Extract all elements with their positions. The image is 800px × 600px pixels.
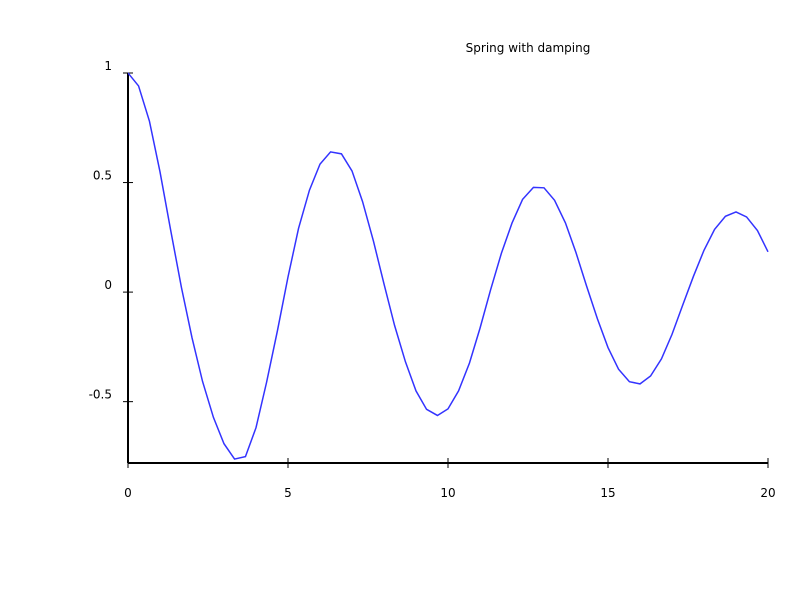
series-group xyxy=(128,72,769,460)
x-tick-label: 15 xyxy=(600,486,615,500)
x-tick-label: 10 xyxy=(440,486,455,500)
axes: 0 5 10 15 20 1 0.5 0 -0.5 xyxy=(89,59,776,500)
x-tick-label: 20 xyxy=(760,486,775,500)
series-line xyxy=(128,72,769,460)
y-tick-label: 1 xyxy=(104,59,112,73)
x-tick-label: 0 xyxy=(124,486,132,500)
y-tick-label: -0.5 xyxy=(89,388,112,402)
chart-title: Spring with damping xyxy=(466,41,591,55)
x-tick-label: 5 xyxy=(284,486,292,500)
y-tick-label: 0.5 xyxy=(93,169,112,183)
y-tick-label: 0 xyxy=(104,278,112,292)
